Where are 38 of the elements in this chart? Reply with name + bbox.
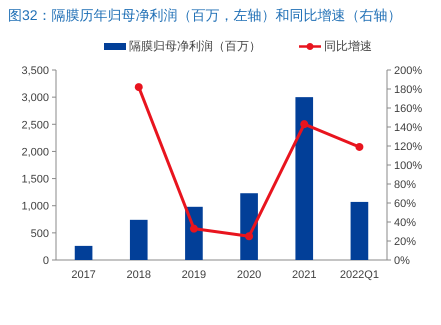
y-tick-label: 1,500 [21, 174, 49, 186]
x-tick-label: 2018 [126, 269, 151, 281]
y2-tick-label: 20% [394, 236, 416, 248]
x-tick-label: 2017 [71, 269, 96, 281]
point [190, 224, 198, 233]
y-tick-label: 1,000 [21, 200, 49, 213]
y2-tick-label: 40% [394, 217, 416, 229]
point [134, 83, 143, 92]
y2-tick-label: 180% [394, 84, 422, 96]
legend-label: 隔膜归母净利润（百万） [129, 39, 261, 53]
point [245, 232, 254, 240]
x-tick-label: 2021 [292, 269, 316, 281]
x-tick-label: 2022Q1 [340, 269, 379, 281]
y2-tick-label: 160% [394, 103, 422, 115]
y2-tick-label: 0% [394, 255, 410, 267]
y-tick-label: 3,500 [21, 65, 49, 77]
bar [240, 193, 258, 260]
y2-tick-label: 120% [394, 141, 422, 153]
y2-tick-label: 140% [394, 122, 422, 134]
bar [130, 220, 148, 260]
chart-title: 图32：隔膜历年归母净利润（百万，左轴）和同比增速（右轴） [8, 7, 402, 23]
bar [295, 97, 314, 260]
y2-tick-label: 80% [394, 179, 416, 191]
point [300, 120, 308, 128]
y-tick-label: 500 [30, 228, 49, 240]
x-tick-label: 2020 [236, 269, 262, 281]
y-tick-label: 2,500 [21, 119, 49, 132]
y2-tick-label: 200% [394, 65, 422, 77]
legend-label: 同比增速 [324, 39, 372, 53]
bar [350, 202, 368, 260]
y2-tick-label: 100% [394, 160, 422, 172]
y2-tick-label: 60% [394, 198, 416, 210]
y-tick-label: 3,000 [21, 92, 49, 104]
x-tick-label: 2019 [182, 269, 206, 281]
y-tick-label: 0 [42, 255, 49, 267]
y-tick-label: 2,000 [21, 146, 49, 158]
point [355, 142, 364, 151]
bar [74, 246, 92, 260]
